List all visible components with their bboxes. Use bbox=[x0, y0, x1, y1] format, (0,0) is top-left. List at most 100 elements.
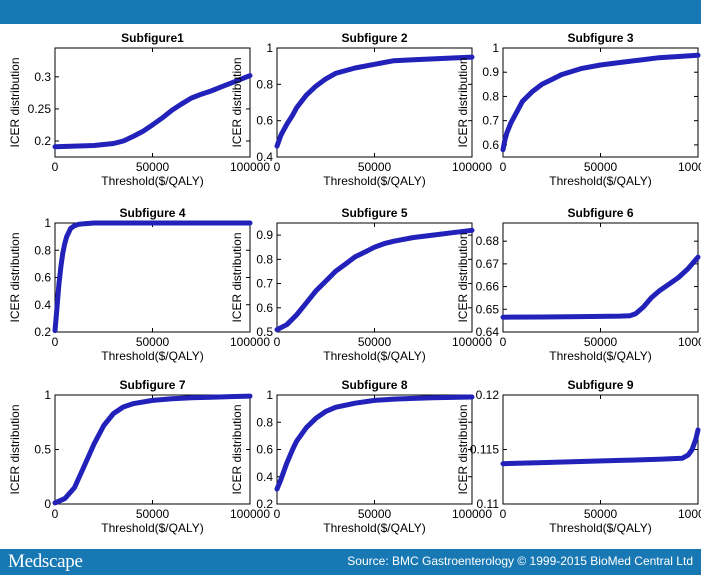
x-tick-label: 100000 bbox=[678, 160, 701, 174]
series-line-9 bbox=[500, 427, 701, 467]
x-tick-label: 50000 bbox=[358, 335, 392, 349]
y-tick-label: 0.4 bbox=[34, 298, 51, 312]
y-tick-label: 0.6 bbox=[256, 301, 273, 315]
y-tick-label: 1 bbox=[44, 388, 51, 402]
y-axis-label-1: ICER distribution bbox=[8, 57, 22, 147]
subfigure-7: Subfigure 7 0 50000 100000 0 0.5 1 Threshold($/… bbox=[8, 378, 270, 535]
y-axis-label-3: ICER distribution bbox=[456, 57, 470, 147]
y-tick-label: 0.8 bbox=[34, 243, 51, 257]
y-tick-label: 0.66 bbox=[476, 280, 500, 294]
x-tick-label: 50000 bbox=[584, 335, 618, 349]
y-tick-label: 0.7 bbox=[256, 277, 273, 291]
medscape-logo[interactable]: Medscape bbox=[8, 551, 83, 572]
x-tick-label: 0 bbox=[274, 335, 281, 349]
y-tick-label: 0.6 bbox=[34, 271, 51, 285]
y-tick-label: 0 bbox=[44, 497, 51, 511]
x-tick-label: 100000 bbox=[678, 507, 701, 521]
x-tick-label: 0 bbox=[500, 160, 507, 174]
source-credit: Source: BMC Gastroenterology © 1999-2015… bbox=[347, 554, 693, 568]
y-tick-label: 0.7 bbox=[482, 114, 499, 128]
x-axis-label-3: Threshold($/QALY) bbox=[549, 174, 652, 188]
subfigure-title-1: Subfigure1 bbox=[121, 31, 184, 45]
y-tick-label: 1 bbox=[266, 41, 273, 55]
subfigure-title-5: Subfigure 5 bbox=[341, 206, 407, 220]
y-axis-label-8: ICER distribution bbox=[230, 404, 244, 494]
x-axis-label-8: Threshold($/QALY) bbox=[323, 521, 426, 535]
x-tick-label: 50000 bbox=[358, 507, 392, 521]
series-line-5 bbox=[274, 227, 475, 333]
subfigure-title-9: Subfigure 9 bbox=[567, 378, 633, 392]
x-tick-label: 0 bbox=[500, 335, 507, 349]
y-tick-label: 0.5 bbox=[34, 443, 51, 457]
subfigure-1: Subfigure1 0 50000 100000 0.2 0.25 0.3 Threshol… bbox=[8, 31, 270, 188]
y-tick-label: 0.8 bbox=[256, 415, 273, 429]
x-tick-label: 100000 bbox=[452, 335, 492, 349]
subfigure-3: Subfigure 3 0 50000 100000 0.6 0.7 0.8 0.9 1 Thre… bbox=[456, 31, 701, 188]
y-tick-label: 0.2 bbox=[34, 325, 51, 339]
y-tick-label: 0.65 bbox=[476, 302, 500, 316]
x-tick-label: 0 bbox=[52, 507, 59, 521]
subfigure-title-7: Subfigure 7 bbox=[119, 378, 185, 392]
header-bar bbox=[0, 0, 701, 24]
subfigure-4: Subfigure 4 0 50000 100000 0.2 0.4 0.6 0.8 1 Thre… bbox=[8, 206, 270, 363]
x-tick-label: 0 bbox=[52, 335, 59, 349]
series-line-2 bbox=[274, 54, 475, 149]
subfigure-title-4: Subfigure 4 bbox=[119, 206, 185, 220]
y-tick-label: 0.12 bbox=[476, 388, 500, 402]
x-tick-label: 100000 bbox=[452, 507, 492, 521]
x-tick-label: 50000 bbox=[136, 507, 170, 521]
x-tick-label: 50000 bbox=[358, 160, 392, 174]
subfigure-title-6: Subfigure 6 bbox=[567, 206, 633, 220]
plot-area-1 bbox=[54, 47, 251, 158]
x-tick-label: 50000 bbox=[136, 335, 170, 349]
plot-area-5 bbox=[276, 222, 473, 333]
x-tick-label: 50000 bbox=[136, 160, 170, 174]
y-tick-label: 0.2 bbox=[34, 134, 51, 148]
series-line-1 bbox=[52, 73, 253, 150]
x-tick-label: 0 bbox=[274, 160, 281, 174]
y-tick-label: 0.4 bbox=[256, 470, 273, 484]
y-axis-label-2: ICER distribution bbox=[230, 57, 244, 147]
y-tick-label: 0.5 bbox=[256, 325, 273, 339]
subfigure-5: Subfigure 50 50000 1000000.50.60.70.80.9Th… bbox=[230, 206, 492, 363]
x-tick-label: 50000 bbox=[584, 507, 618, 521]
plot-area-7 bbox=[54, 394, 251, 505]
y-tick-label: 0.64 bbox=[476, 325, 500, 339]
subfigure-9: Subfigure 9 0 50000 100000 0.11 0.115 0.12 Thre… bbox=[456, 378, 701, 535]
y-tick-label: 1 bbox=[44, 216, 51, 230]
x-axis-label-6: Threshold($/QALY) bbox=[549, 349, 652, 363]
x-axis-label-4: Threshold($/QALY) bbox=[101, 349, 204, 363]
y-tick-label: 0.6 bbox=[256, 443, 273, 457]
plot-area-4 bbox=[54, 222, 251, 333]
x-axis-label-2: Threshold($/QALY) bbox=[323, 174, 426, 188]
x-axis-label-7: Threshold($/QALY) bbox=[101, 521, 204, 535]
plot-area-9 bbox=[502, 394, 699, 505]
series-line-7 bbox=[52, 393, 253, 506]
y-tick-label: 0.67 bbox=[476, 257, 500, 271]
y-tick-label: 0.6 bbox=[256, 114, 273, 128]
x-tick-label: 100000 bbox=[230, 160, 270, 174]
y-tick-label: 0.9 bbox=[482, 65, 499, 79]
subfigure-8: Subfigure 80 50000 1000000.20.40.60.81Thre… bbox=[230, 378, 492, 535]
y-tick-label: 0.115 bbox=[470, 443, 499, 457]
series-line-4 bbox=[52, 220, 253, 334]
series-line-8 bbox=[274, 394, 475, 492]
y-tick-label: 1 bbox=[266, 388, 273, 402]
y-tick-label: 0.25 bbox=[28, 102, 52, 116]
x-axis-label-9: Threshold($/QALY) bbox=[549, 521, 652, 535]
y-tick-label: 0.2 bbox=[256, 497, 273, 511]
y-tick-label: 0.8 bbox=[482, 89, 499, 103]
x-tick-label: 100000 bbox=[230, 507, 270, 521]
y-tick-label: 0.6 bbox=[482, 138, 499, 152]
subfigure-title-8: Subfigure 8 bbox=[341, 378, 407, 392]
plot-area-8 bbox=[276, 394, 473, 505]
subfigure-6: Subfigure 6 0 50000 100000 0.64 0.65 0.66 0.67 0… bbox=[456, 206, 701, 363]
y-axis-label-9: ICER distribution bbox=[456, 404, 470, 494]
x-tick-label: 0 bbox=[500, 507, 507, 521]
footer-bar: Medscape Source: BMC Gastroenterology © … bbox=[0, 549, 701, 575]
y-tick-label: 0.3 bbox=[34, 70, 51, 84]
y-axis-label-5: ICER distribution bbox=[230, 232, 244, 322]
subfigure-title-2: Subfigure 2 bbox=[341, 31, 407, 45]
x-tick-label: 100000 bbox=[452, 160, 492, 174]
x-tick-label: 0 bbox=[274, 507, 281, 521]
